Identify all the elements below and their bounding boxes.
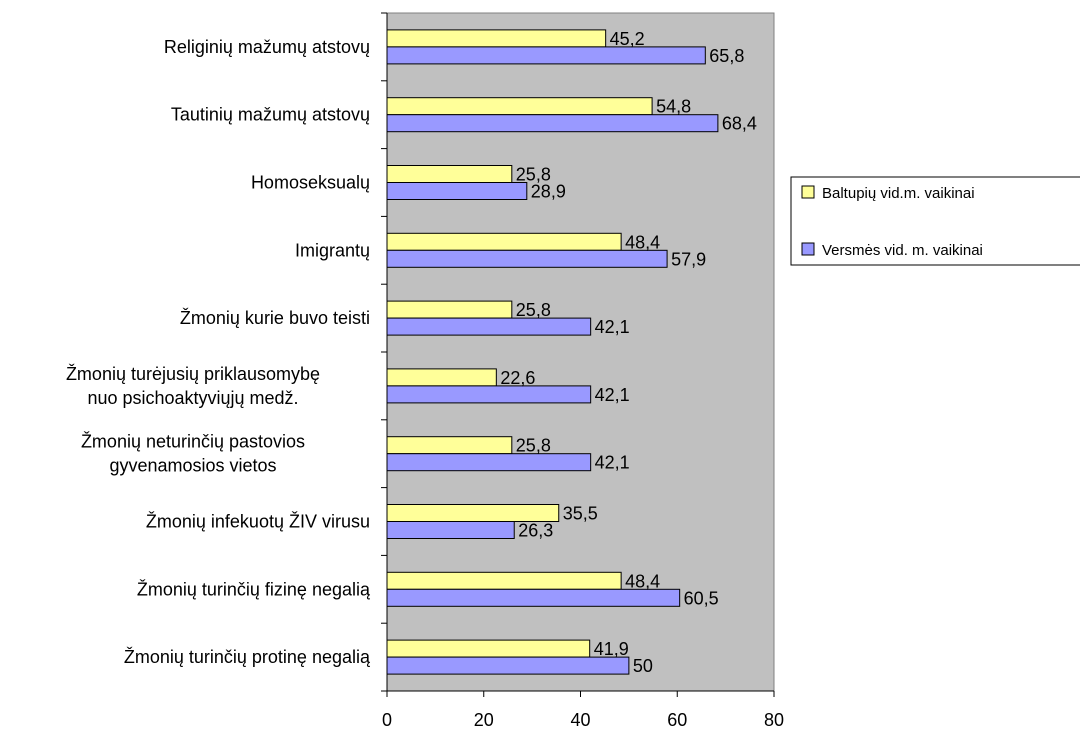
value-label-series-1-cat-0: 65,8 <box>709 46 744 66</box>
category-label-7-line-0: Žmonių infekuotų ŽIV virusu <box>146 512 370 532</box>
bar-series-1-cat-2 <box>386 182 528 200</box>
legend-swatch-baltupiu <box>801 185 815 199</box>
category-labels-layer: Religinių mažumų atstovų Tautinių mažumų … <box>66 37 371 667</box>
bar-series-0-cat-2 <box>386 165 513 183</box>
value-label-series-0-cat-3: 48,4 <box>625 232 660 252</box>
category-label-6: Žmonių neturinčių pastovios gyvenamosios … <box>81 432 305 476</box>
category-label-8-line-0: Žmonių turinčių fizinę negalią <box>137 579 371 599</box>
value-label-series-1-cat-5: 42,1 <box>595 385 630 405</box>
value-label-series-0-cat-0: 45,2 <box>610 29 645 49</box>
category-label-5: Žmonių turėjusių priklausomybę nuo psicho… <box>66 364 320 408</box>
x-tick-label-4: 80 <box>764 710 784 730</box>
category-label-0-line-0: Religinių mažumų atstovų <box>164 37 370 57</box>
category-label-1-line-0: Tautinių mažumų atstovų <box>171 105 370 125</box>
bar-series-0-cat-3 <box>386 232 622 251</box>
category-label-8: Žmonių turinčių fizinę negalią <box>137 579 371 599</box>
bar-series-1-cat-0 <box>386 46 706 65</box>
bar-series-1-cat-8 <box>386 588 681 607</box>
value-label-series-0-cat-2: 25,8 <box>516 165 551 185</box>
value-label-series-0-cat-7: 35,5 <box>563 504 598 524</box>
category-label-1: Tautinių mažumų atstovų <box>171 105 370 125</box>
value-label-series-0-cat-8: 48,4 <box>625 571 660 591</box>
legend-label-baltupiu: Baltupių vid.m. vaikinai <box>822 185 975 202</box>
value-label-series-1-cat-1: 68,4 <box>722 114 757 134</box>
x-ticks-layer: 0 20 40 60 80 <box>382 691 784 730</box>
bar-series-0-cat-6 <box>386 436 513 455</box>
x-tick-label-0: 0 <box>382 710 392 730</box>
category-label-2: Homoseksualų <box>251 173 370 193</box>
category-label-0: Religinių mažumų atstovų <box>164 37 370 57</box>
value-label-series-1-cat-6: 42,1 <box>595 453 630 473</box>
value-label-series-0-cat-5: 22,6 <box>500 368 535 388</box>
bar-series-1-cat-3 <box>386 249 668 268</box>
legend-box <box>790 176 1080 266</box>
value-label-series-0-cat-1: 54,8 <box>656 97 691 117</box>
category-label-3-line-0: Imigrantų <box>295 240 370 260</box>
category-label-6-line-1: gyvenamosios vietos <box>109 456 276 476</box>
bar-series-0-cat-1 <box>386 97 653 116</box>
bar-series-1-cat-4 <box>386 317 592 336</box>
x-tick-label-3: 60 <box>667 710 687 730</box>
category-label-5-line-1: nuo psichoaktyviųjų medž. <box>87 388 298 408</box>
value-labels-layer: 45,265,854,868,425,828,948,457,925,842,1… <box>500 29 757 676</box>
value-label-series-0-cat-6: 25,8 <box>516 436 551 456</box>
bar-series-1-cat-6 <box>386 453 592 472</box>
legend: Baltupių vid.m. vaikinai Versmės vid. m.… <box>790 176 1080 266</box>
value-label-series-0-cat-9: 41,9 <box>594 639 629 659</box>
value-label-series-1-cat-2: 28,9 <box>531 182 566 202</box>
legend-swatch-versmes <box>801 242 815 256</box>
category-label-3: Imigrantų <box>295 240 370 260</box>
value-label-series-1-cat-7: 26,3 <box>518 521 553 541</box>
x-tick-label-1: 20 <box>474 710 494 730</box>
category-label-9: Žmonių turinčių protinę negalią <box>124 647 371 667</box>
category-label-6-line-0: Žmonių neturinčių pastovios <box>81 432 305 452</box>
bar-series-0-cat-7 <box>386 504 560 522</box>
value-label-series-1-cat-8: 60,5 <box>684 588 719 608</box>
bar-series-0-cat-0 <box>386 29 607 48</box>
category-label-5-line-0: Žmonių turėjusių priklausomybę <box>66 364 320 384</box>
value-label-series-1-cat-9: 50 <box>633 656 653 676</box>
category-label-9-line-0: Žmonių turinčių protinę negalią <box>124 647 371 667</box>
bar-series-1-cat-7 <box>386 521 515 539</box>
bar-series-0-cat-5 <box>386 368 497 387</box>
bar-series-0-cat-9 <box>386 639 591 658</box>
bar-series-0-cat-4 <box>386 300 513 319</box>
category-label-2-line-0: Homoseksualų <box>251 173 370 193</box>
bar-series-0-cat-8 <box>386 571 622 590</box>
value-label-series-0-cat-4: 25,8 <box>516 300 551 320</box>
bar-series-1-cat-5 <box>386 385 592 404</box>
category-label-7: Žmonių infekuotų ŽIV virusu <box>146 512 370 532</box>
category-label-4: Žmonių kurie buvo teisti <box>180 308 370 328</box>
value-label-series-1-cat-4: 42,1 <box>595 317 630 337</box>
x-tick-label-2: 40 <box>570 710 590 730</box>
category-label-4-line-0: Žmonių kurie buvo teisti <box>180 308 370 328</box>
legend-label-versmes: Versmės vid. m. vaikinai <box>822 242 983 259</box>
bar-series-1-cat-1 <box>386 114 719 133</box>
value-label-series-1-cat-3: 57,9 <box>671 249 706 269</box>
bar-series-1-cat-9 <box>386 656 630 675</box>
bars-layer <box>386 29 719 675</box>
